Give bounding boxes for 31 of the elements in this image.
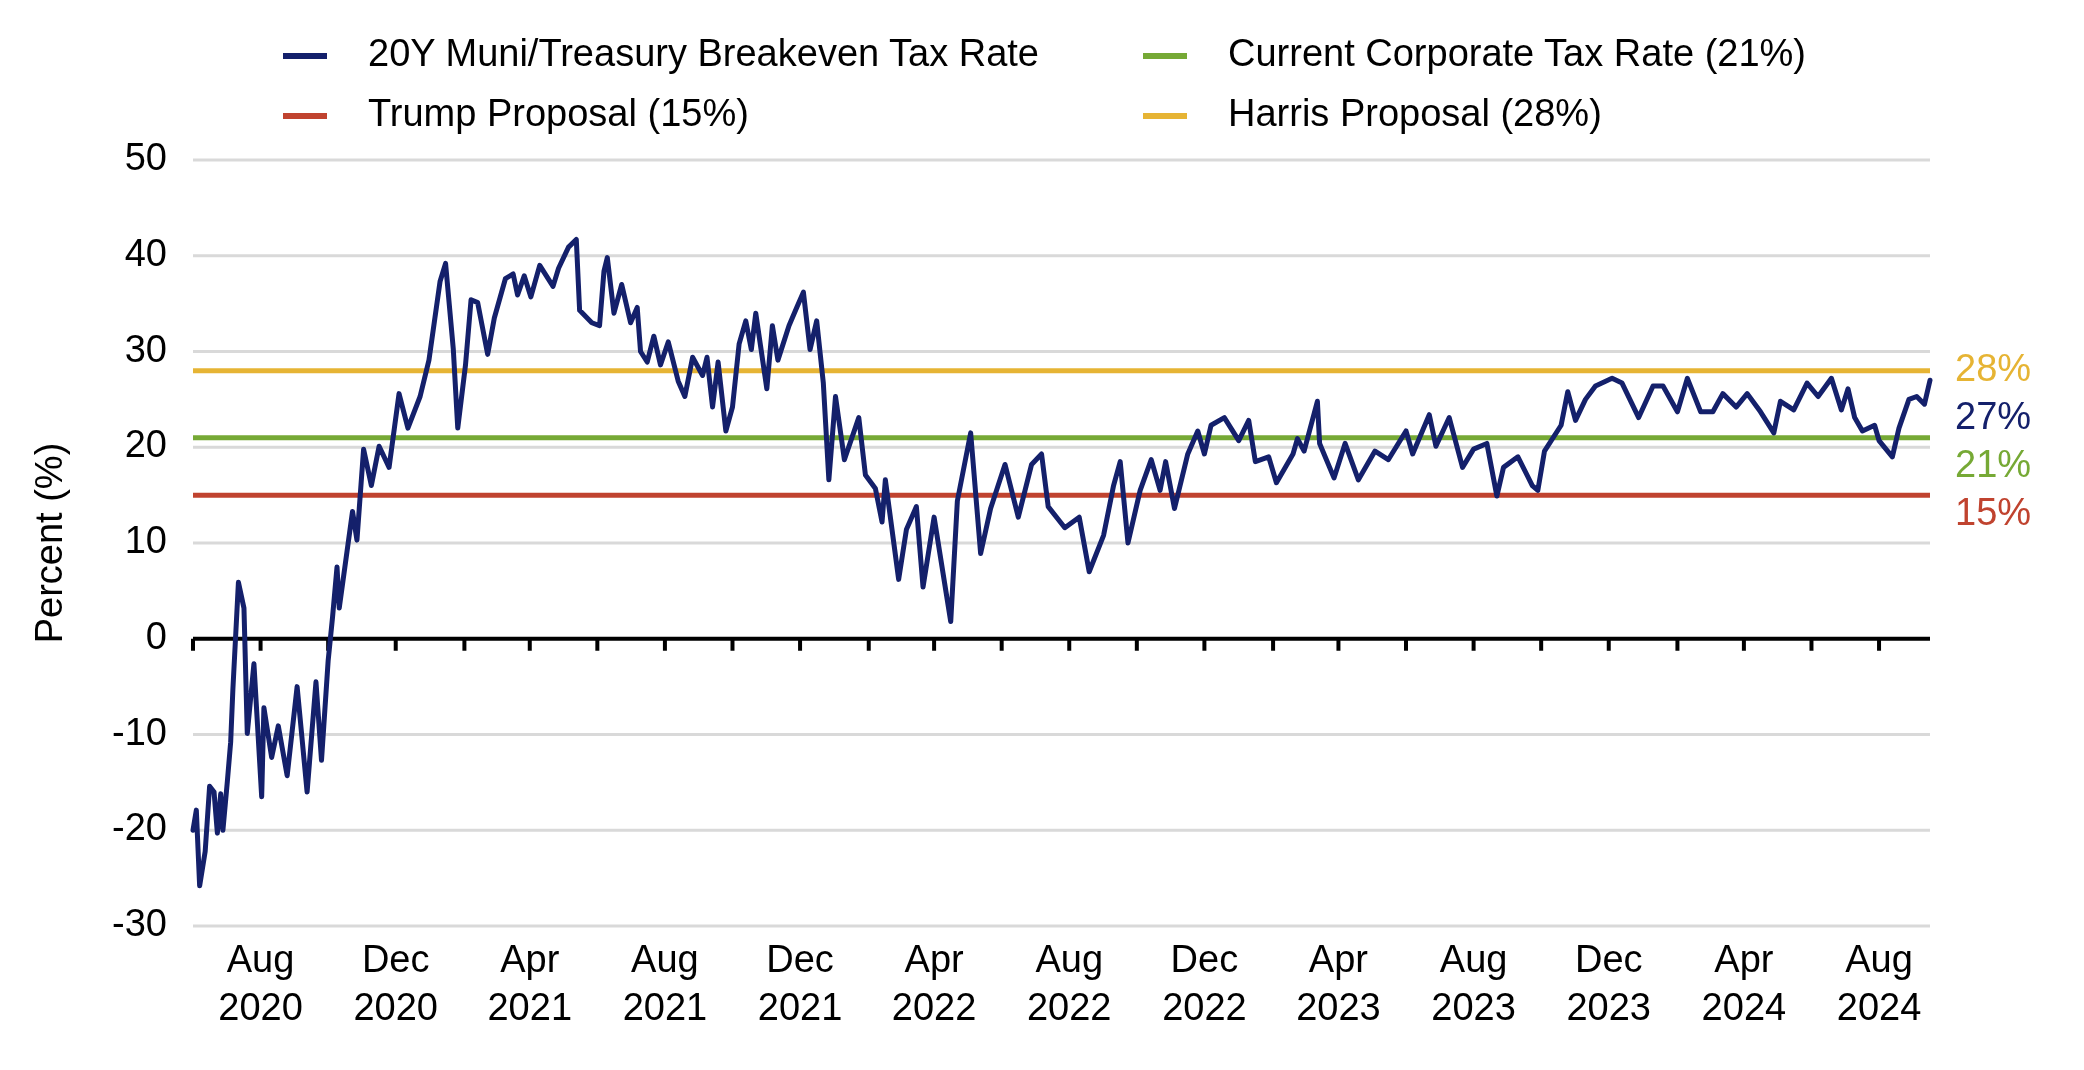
y-tick-label: -20 <box>112 806 167 849</box>
y-tick-label: -30 <box>112 902 167 945</box>
x-tick-label: Aug 2024 <box>1836 938 1922 1028</box>
annotation: 27% <box>1955 394 2032 437</box>
x-tick-label: Dec 2021 <box>757 938 843 1028</box>
annotation: 21% <box>1955 442 2032 485</box>
x-tick-label: Aug 2022 <box>1026 938 1112 1028</box>
annotation: 28% <box>1955 346 2032 389</box>
legend-label: Current Corporate Tax Rate (21%) <box>1228 32 1806 75</box>
x-tick-label: Apr 2023 <box>1296 938 1381 1028</box>
y-tick-label: 0 <box>145 614 167 657</box>
y-tick-label: -10 <box>112 710 167 753</box>
x-tick-label: Aug 2020 <box>218 938 303 1028</box>
x-tick-label: Dec 2022 <box>1162 938 1247 1028</box>
legend-label: Harris Proposal (28%) <box>1228 92 1602 135</box>
legend-label: Trump Proposal (15%) <box>368 92 749 135</box>
y-tick-label: 50 <box>124 136 167 179</box>
x-tick-label: Aug 2021 <box>622 938 708 1028</box>
x-tick-label: Apr 2024 <box>1701 938 1787 1028</box>
x-tick-label: Aug 2023 <box>1431 938 1516 1028</box>
y-tick-label: 20 <box>124 423 167 466</box>
y-axis-title: Percent (%) <box>28 442 71 644</box>
y-tick-label: 10 <box>124 519 167 562</box>
x-tick-label: Dec 2023 <box>1566 938 1652 1028</box>
annotation: 15% <box>1955 490 2032 533</box>
x-tick-label: Apr 2022 <box>891 938 977 1028</box>
x-tick-label: Dec 2020 <box>353 938 438 1028</box>
x-tick-label: Apr 2021 <box>487 938 573 1028</box>
y-tick-label: 40 <box>124 231 167 274</box>
legend-label: 20Y Muni/Treasury Breakeven Tax Rate <box>368 32 1039 75</box>
y-tick-label: 30 <box>124 327 167 370</box>
